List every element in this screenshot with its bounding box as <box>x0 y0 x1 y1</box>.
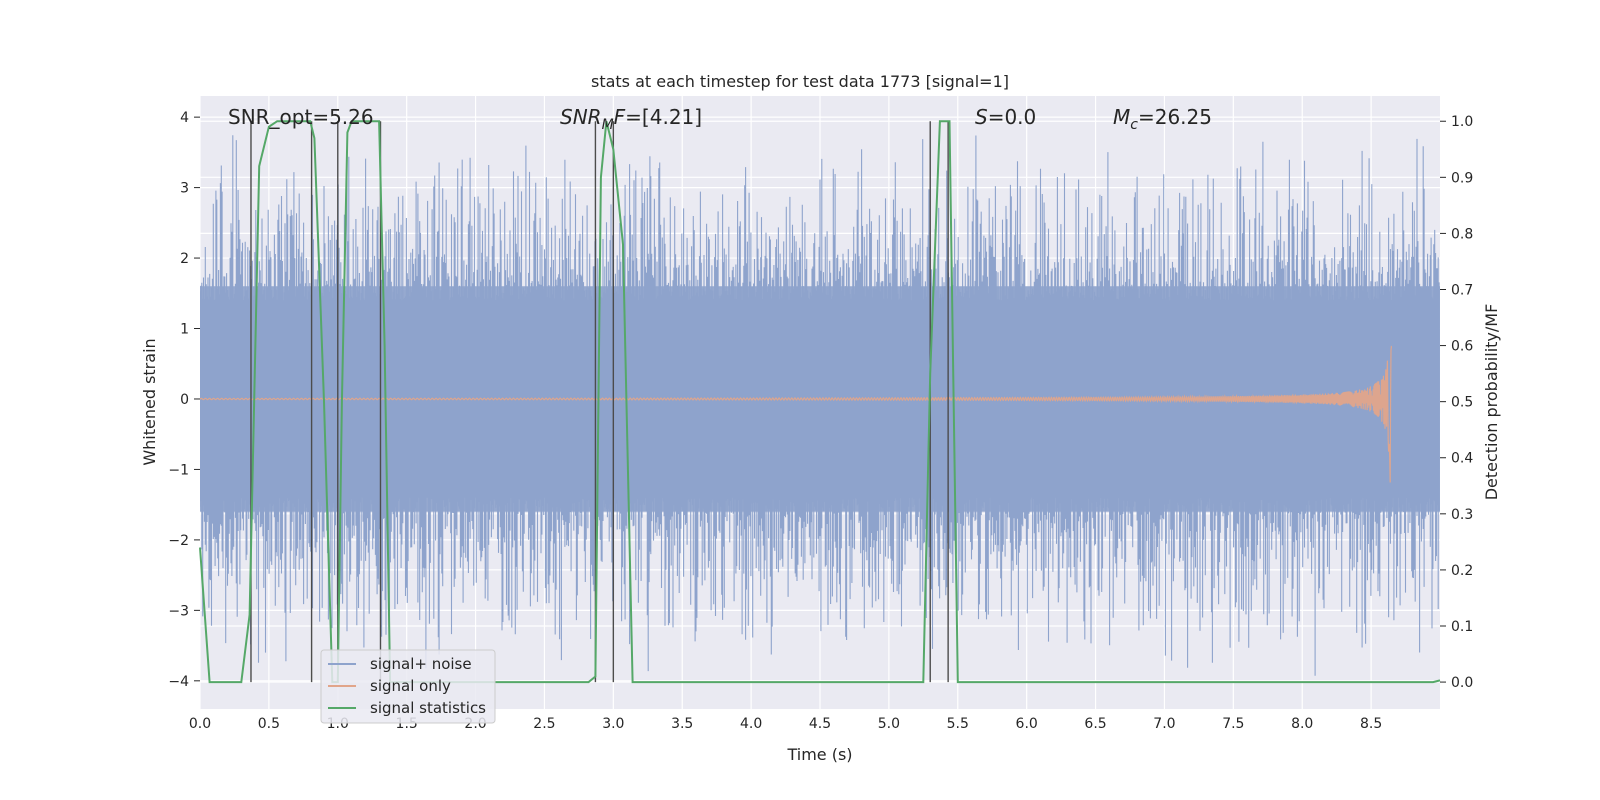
x-tick-label: 0.0 <box>189 716 211 732</box>
y2-tick-label: 0.0 <box>1451 675 1473 691</box>
probability-series <box>199 120 1441 684</box>
x-tick-label: 5.0 <box>878 716 900 732</box>
legend-box <box>320 649 496 724</box>
x-tick-label: 6.0 <box>1016 716 1038 732</box>
legend-label-statistics: signal statistics <box>370 699 486 717</box>
chart-title: stats at each timestep for test data 177… <box>591 72 1009 91</box>
mc-symbol: M <box>1113 105 1130 129</box>
mc-value: =26.25 <box>1138 105 1212 129</box>
x-tick-label: 0.5 <box>258 716 280 732</box>
s-symbol: S <box>975 105 988 129</box>
x-tick-label: 6.5 <box>1084 716 1106 732</box>
y2-tick-label: 0.5 <box>1451 395 1473 411</box>
y-tick-label: 4 <box>180 110 189 126</box>
y-axis-label: Whitened strain <box>140 338 159 465</box>
legend-label-noise: signal+ noise <box>370 655 472 673</box>
y2-tick-label: 0.1 <box>1451 619 1473 635</box>
x-tick-label: 3.0 <box>602 716 624 732</box>
y-tick-label: −2 <box>168 533 189 549</box>
y2-tick-label: 0.6 <box>1451 339 1473 355</box>
x-tick-label: 4.0 <box>740 716 762 732</box>
y2-tick-label: 1.0 <box>1451 114 1473 130</box>
y-tick-label: −4 <box>168 674 189 690</box>
y2-tick-label: 0.3 <box>1451 507 1473 523</box>
y-ticks: −4 −3 −2 −1 0 1 2 3 4 <box>168 110 200 690</box>
snr-mf-sub: M <box>602 117 614 133</box>
y2-tick-label: 0.9 <box>1451 170 1473 186</box>
y-tick-label: 3 <box>180 181 189 197</box>
mc-sub: c <box>1130 117 1138 133</box>
s-value: =0.0 <box>988 105 1037 129</box>
y-tick-label: 0 <box>180 392 189 408</box>
y2-tick-label: 0.8 <box>1451 226 1473 242</box>
y2-tick-label: 0.4 <box>1451 451 1473 467</box>
snr-mf-f: F <box>614 105 626 129</box>
annotation-mc: Mc=26.25 <box>1113 105 1212 133</box>
x-tick-label: 4.5 <box>809 716 831 732</box>
x-axis-label: Time (s) <box>786 745 852 764</box>
y-tick-label: −3 <box>168 603 189 619</box>
y2-tick-label: 0.2 <box>1451 563 1473 579</box>
snr-mf-main: SNR <box>560 105 602 129</box>
chirp-trace <box>199 345 1392 483</box>
chirp-series <box>199 345 1392 483</box>
legend: signal+ noise signal only signal statist… <box>320 649 496 724</box>
snr-mf-value: =[4.21] <box>625 105 702 129</box>
y-tick-label: −1 <box>168 462 189 478</box>
annotation-s: S=0.0 <box>975 105 1036 129</box>
y2-ticks: 0.0 0.1 0.2 0.3 0.4 0.5 0.6 0.7 0.8 0.9 1.0 <box>1440 114 1473 691</box>
y2-axis-label: Detection probability/MF <box>1482 304 1501 501</box>
annotation-snr-mf: SNRMF=[4.21] <box>560 105 702 133</box>
x-tick-label: 7.5 <box>1222 716 1244 732</box>
probability-trace <box>199 120 1441 684</box>
y2-tick-label: 0.7 <box>1451 282 1473 298</box>
legend-label-signal-only: signal only <box>370 677 451 695</box>
x-tick-label: 2.5 <box>533 716 555 732</box>
annotation-snr-opt: SNR_opt=5.26 <box>228 105 374 129</box>
x-tick-label: 5.5 <box>947 716 969 732</box>
x-tick-label: 3.5 <box>671 716 693 732</box>
x-tick-label: 8.0 <box>1291 716 1313 732</box>
x-tick-label: 7.0 <box>1153 716 1175 732</box>
y-tick-label: 1 <box>180 322 189 338</box>
x-ticks: 0.0 0.5 1.0 1.5 2.0 2.5 3.0 3.5 4.0 4.5 5.0 5.5 6.0 6… <box>189 716 1382 732</box>
marker-lines <box>250 121 949 683</box>
x-tick-label: 8.5 <box>1360 716 1382 732</box>
y-tick-label: 2 <box>180 251 189 267</box>
